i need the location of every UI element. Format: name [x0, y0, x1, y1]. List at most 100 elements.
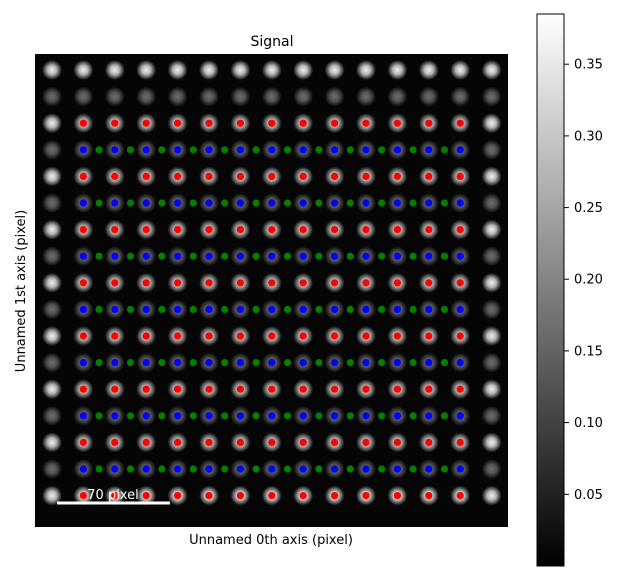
blue-marker — [236, 465, 244, 473]
green-marker — [252, 305, 260, 313]
blue-marker — [362, 252, 370, 260]
red-marker — [236, 438, 244, 446]
red-marker — [362, 172, 370, 180]
red-marker — [268, 332, 276, 340]
red-marker — [205, 332, 213, 340]
blue-marker — [362, 465, 370, 473]
red-marker — [111, 438, 119, 446]
blue-marker — [268, 252, 276, 260]
red-marker — [111, 492, 119, 500]
red-marker — [111, 226, 119, 234]
blue-marker — [456, 465, 464, 473]
blue-marker — [425, 412, 433, 420]
green-marker — [221, 412, 229, 420]
red-marker — [393, 226, 401, 234]
atom-column — [324, 86, 345, 107]
blue-marker — [205, 252, 213, 260]
green-marker — [409, 305, 417, 313]
red-marker — [205, 226, 213, 234]
atom-column — [42, 272, 62, 293]
atom-column — [42, 193, 62, 213]
blue-marker — [331, 465, 339, 473]
blue-marker — [205, 199, 213, 207]
red-marker — [205, 492, 213, 500]
red-marker — [79, 332, 87, 340]
blue-marker — [425, 305, 433, 313]
y-axis-label: Unnamed 1st axis (pixel) — [14, 210, 29, 372]
atom-column — [418, 86, 439, 107]
red-marker — [331, 119, 339, 127]
blue-marker — [299, 252, 307, 260]
green-marker — [95, 199, 103, 207]
atom-column — [481, 379, 502, 400]
blue-marker — [205, 146, 213, 154]
red-marker — [236, 492, 244, 500]
atom-column — [481, 485, 502, 506]
blue-marker — [456, 412, 464, 420]
green-marker — [315, 359, 323, 367]
red-marker — [362, 332, 370, 340]
green-marker — [95, 146, 103, 154]
green-marker — [126, 146, 135, 154]
blue-marker — [79, 199, 87, 207]
green-marker — [252, 252, 260, 260]
blue-marker — [142, 412, 150, 420]
atom-column — [324, 60, 345, 80]
blue-marker — [393, 252, 401, 260]
red-marker — [268, 492, 276, 500]
green-marker — [126, 412, 135, 420]
colorbar-tick-label: 0.20 — [574, 273, 603, 288]
green-marker — [189, 465, 197, 473]
green-marker — [283, 412, 292, 420]
atom-column — [261, 86, 282, 107]
blue-marker — [142, 465, 150, 473]
green-marker — [409, 199, 417, 207]
blue-marker — [236, 412, 244, 420]
red-marker — [393, 385, 401, 393]
blue-marker — [79, 359, 87, 367]
red-marker — [362, 279, 370, 287]
blue-marker — [174, 359, 182, 367]
red-marker — [268, 119, 276, 127]
atom-column — [261, 60, 282, 80]
blue-marker — [456, 252, 464, 260]
green-marker — [440, 199, 449, 207]
atom-column — [42, 459, 62, 479]
colorbar-tick-label: 0.10 — [574, 416, 603, 431]
atom-column — [42, 485, 62, 506]
red-marker — [331, 332, 339, 340]
green-marker — [252, 359, 260, 367]
red-marker — [362, 119, 370, 127]
green-marker — [346, 359, 354, 367]
blue-marker — [236, 305, 244, 313]
green-marker — [189, 199, 197, 207]
red-marker — [456, 332, 464, 340]
red-marker — [393, 119, 401, 127]
blue-marker — [268, 146, 276, 154]
atom-column — [42, 246, 62, 267]
red-marker — [142, 172, 150, 180]
green-marker — [252, 465, 260, 473]
blue-marker — [236, 199, 244, 207]
green-marker — [378, 146, 386, 154]
green-marker — [158, 252, 166, 260]
blue-marker — [362, 146, 370, 154]
blue-marker — [425, 359, 433, 367]
blue-marker — [425, 465, 433, 473]
colorbar-tick-label: 0.35 — [574, 58, 603, 73]
blue-marker — [268, 305, 276, 313]
green-marker — [346, 412, 354, 420]
green-marker — [409, 359, 417, 367]
red-marker — [393, 172, 401, 180]
atom-column — [42, 139, 62, 160]
green-marker — [346, 199, 354, 207]
atom-column — [73, 86, 94, 107]
red-marker — [142, 385, 150, 393]
atom-column — [167, 60, 188, 80]
green-marker — [158, 199, 166, 207]
green-marker — [283, 305, 292, 313]
blue-marker — [268, 412, 276, 420]
red-marker — [362, 492, 370, 500]
atom-column — [42, 352, 62, 373]
